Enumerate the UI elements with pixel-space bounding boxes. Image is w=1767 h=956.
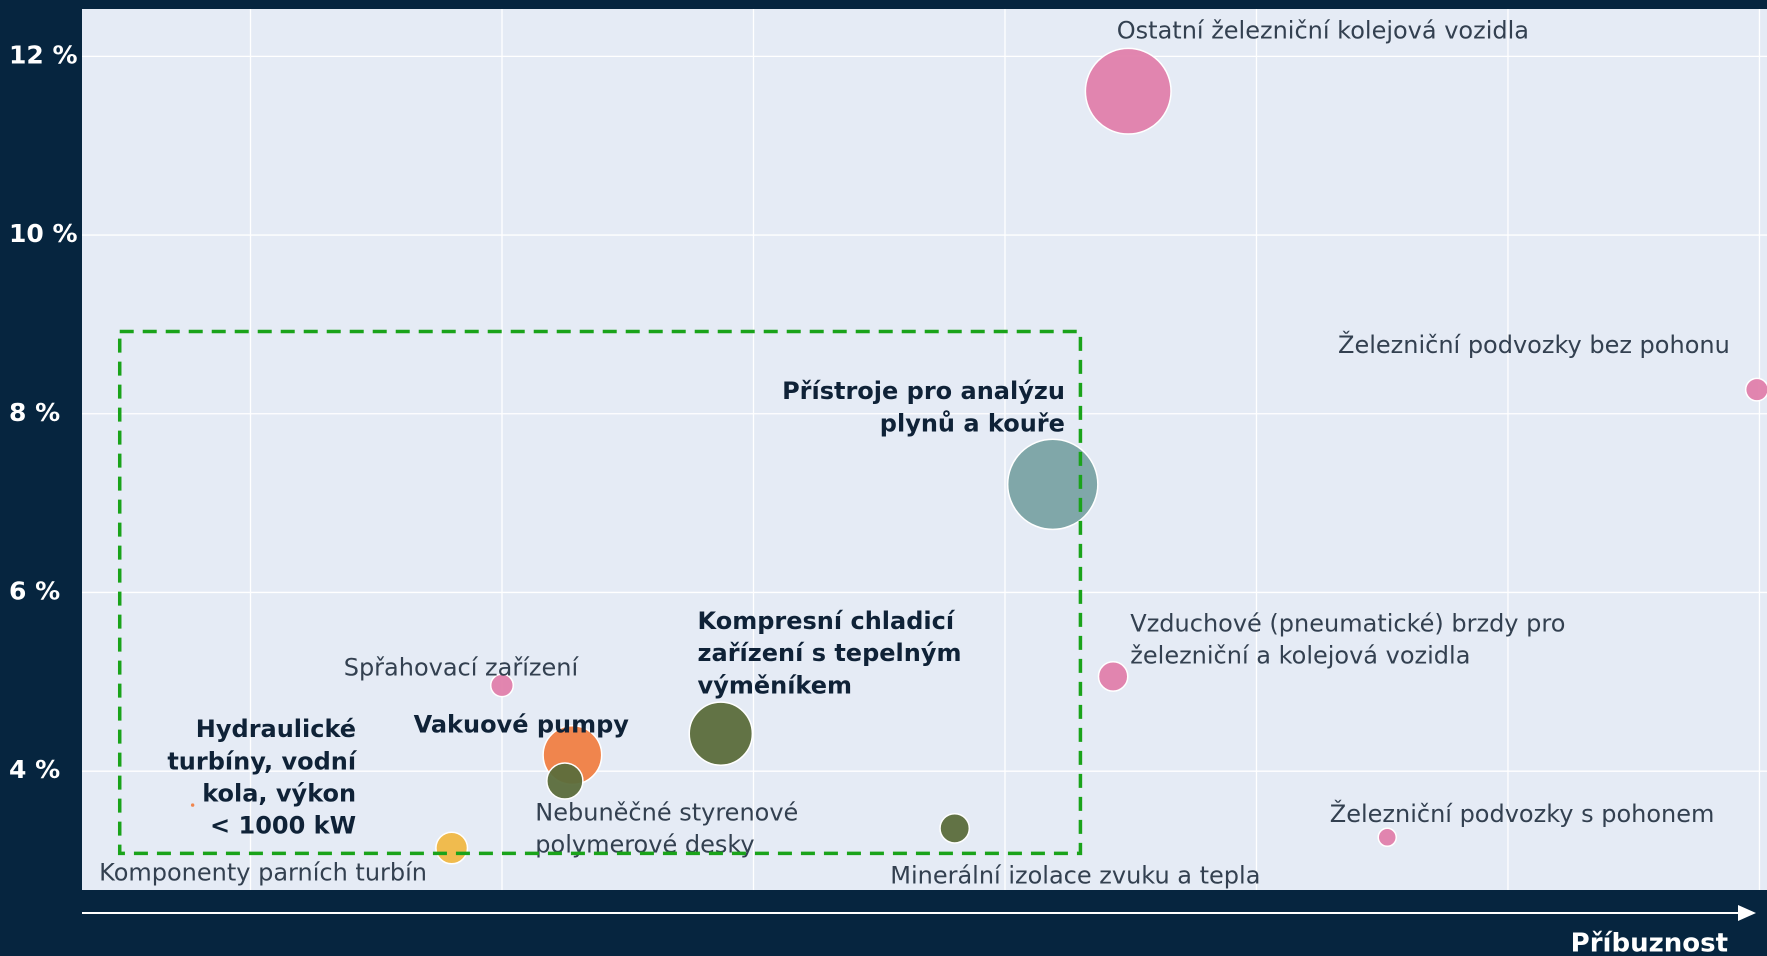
y-tick-label: 6 % [9, 576, 60, 605]
plot-area [82, 9, 1767, 890]
bubble [939, 812, 971, 844]
bubble-label: < 1000 kW [210, 812, 356, 840]
bubble-label: výměníkem [698, 671, 853, 699]
bubble-label: železniční a kolejová vozidla [1130, 641, 1470, 669]
bubble [190, 803, 195, 807]
x-axis-arrowhead [1738, 905, 1756, 921]
bubble-label: Spřahovací zařízení [344, 653, 580, 681]
bubble [1377, 827, 1398, 848]
bubble-label: Železniční podvozky bez pohonu [1338, 330, 1730, 359]
highlight-box [117, 329, 1083, 856]
bubble [1744, 377, 1767, 402]
y-tick-label: 10 % [9, 219, 78, 248]
bubble-label: turbíny, vodní [167, 747, 358, 775]
bubble-label: Komponenty parních turbín [99, 858, 427, 886]
bubble-label: plynů a kouře [880, 409, 1065, 437]
bubble-label: Hydraulické [196, 715, 356, 743]
bubble [688, 701, 754, 766]
bubble-label: Vakuové pumpy [414, 711, 630, 739]
bubble-label: Vzduchové (pneumatické) brzdy pro [1130, 609, 1565, 637]
bubble [435, 831, 469, 865]
bubble [546, 762, 584, 800]
y-tick-label: 8 % [9, 398, 60, 427]
bubble [1084, 47, 1172, 135]
bubble-label: Minerální izolace zvuku a tepla [890, 862, 1260, 890]
bubble-label: kola, výkon [202, 779, 356, 807]
bubble-label: Přístroje pro analýzu [782, 377, 1065, 405]
bubble-label: Nebuněčné styrenové [535, 799, 798, 827]
bubble [1097, 661, 1129, 692]
bubble-label: Železniční podvozky s pohonem [1330, 799, 1715, 828]
y-tick-label: 12 % [9, 40, 78, 69]
bubble-label: Kompresní chladicí [698, 607, 956, 635]
y-tick-label: 4 % [9, 755, 60, 784]
bubble-label: Ostatní železniční kolejová vozidla [1117, 17, 1529, 45]
bubble [1006, 438, 1099, 531]
x-axis-label: Příbuznost [1571, 929, 1728, 956]
bubble [489, 673, 515, 698]
bubble-label: zařízení s tepelným [698, 639, 962, 667]
